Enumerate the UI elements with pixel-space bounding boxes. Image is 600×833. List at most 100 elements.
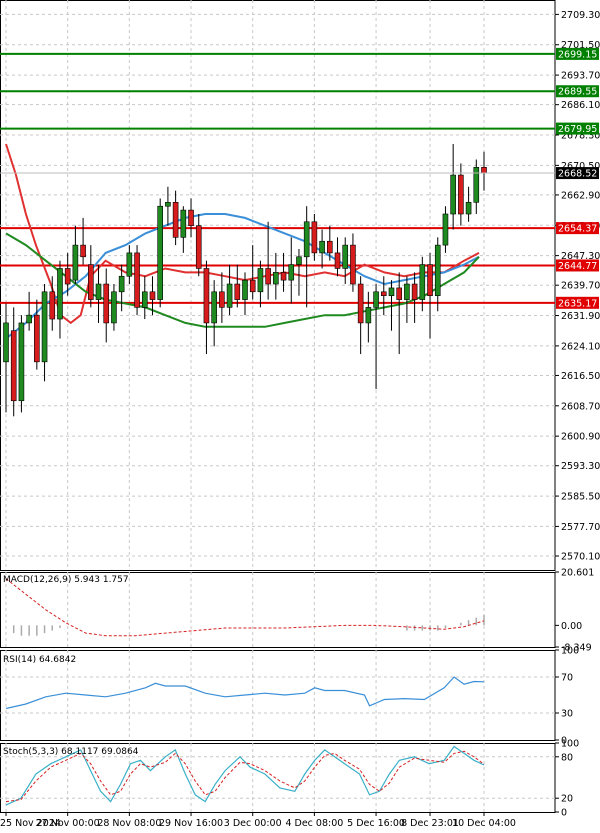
candle-body [134, 252, 140, 308]
x-tick-label: 8 Dec 23:01 [401, 818, 459, 829]
stoch-tick-label: 20 [561, 794, 573, 805]
price-panel [0, 52, 555, 417]
candle-body [465, 202, 472, 215]
stoch-tick-label: 80 [561, 752, 573, 763]
level-tag [556, 122, 599, 135]
candle-body [288, 264, 295, 281]
candle-body [103, 283, 110, 324]
candle-body [458, 174, 464, 215]
y-tick-label: 2585.50 [561, 492, 600, 503]
rsi-line [5, 676, 485, 710]
level-label: 2689.55 [558, 87, 597, 98]
candle-body [273, 272, 279, 285]
candle-body [342, 244, 349, 269]
y-tick-label: 2693.70 [561, 71, 600, 82]
rsi-tick-label: 30 [561, 709, 573, 720]
candle-body [265, 268, 271, 285]
candle-body [334, 252, 341, 269]
candle-body [388, 287, 395, 296]
candle-body [41, 291, 48, 363]
candle-body [427, 264, 433, 296]
rsi-label: RSI(14) 64.6842 [3, 655, 76, 665]
x-tick-label: 25 Nov 2024 [0, 818, 61, 829]
candle-body [18, 322, 25, 402]
y-tick-label: 2577.70 [561, 522, 600, 533]
rsi-tick-label: 0 [561, 736, 567, 747]
candle-body [442, 213, 449, 246]
candle-body [419, 264, 426, 300]
candle-body [396, 287, 402, 300]
level-tag [556, 85, 599, 98]
y-tick-label: 2709.30 [561, 10, 600, 21]
candle-body [434, 244, 441, 296]
candle-body [373, 291, 379, 308]
candle-body [481, 167, 487, 174]
y-tick-label: 2608.70 [561, 401, 600, 412]
macd-tick-label: -8.349 [561, 643, 592, 654]
current-price-label: 2668.52 [558, 169, 597, 180]
candle-body [141, 291, 148, 308]
candle-body [249, 279, 256, 293]
rsi-tick-label: 70 [561, 673, 573, 684]
x-tick-label: 3 Dec 00:00 [224, 818, 282, 829]
x-tick-label: 27 Nov 00:00 [36, 818, 100, 829]
candle-body [10, 330, 17, 402]
candle-body [327, 240, 333, 254]
y-tick-label: 2624.10 [561, 341, 600, 352]
x-tick-label: 28 Nov 08:00 [97, 818, 161, 829]
moving-average-line [5, 213, 480, 340]
panel-border-macd [0, 572, 556, 648]
candle-body [303, 221, 310, 258]
level-label: 2644.77 [558, 261, 597, 272]
level-tag [556, 259, 599, 272]
candle-body [34, 314, 40, 363]
y-tick-label: 2670.50 [561, 161, 600, 172]
candle-body [404, 283, 410, 300]
candle-body [57, 268, 63, 320]
candle-body [234, 283, 241, 300]
candle-body [126, 252, 133, 277]
candle-body [203, 268, 210, 324]
candle-body [296, 256, 302, 265]
candle-body [411, 283, 418, 300]
stoch-main-line [5, 745, 485, 806]
candle-body [211, 291, 217, 324]
level-tag [556, 47, 599, 60]
candle-body [111, 291, 117, 324]
price-axis: 2709.30 2701.50 2693.70 2686.10 2678.30 2670.… [555, 10, 600, 819]
candle-body [365, 307, 372, 324]
candle-body [3, 322, 9, 363]
panel-border-rsi [0, 650, 556, 741]
level-tag [556, 222, 599, 235]
stoch-label: Stoch(5,3,3) 68.1117 69.0864 [3, 747, 139, 757]
grid [0, 0, 556, 813]
y-tick-label: 2616.50 [561, 371, 600, 382]
macd-tick-label: 20.601 [561, 568, 594, 579]
candle-body [157, 205, 163, 300]
y-tick-label: 2570.10 [561, 551, 600, 562]
y-tick-label: 2639.70 [561, 281, 600, 292]
candle-body [242, 279, 248, 300]
candle-body [226, 283, 233, 308]
candle-body [165, 202, 171, 207]
candle-body [88, 264, 94, 300]
y-tick-label: 2686.10 [561, 100, 600, 111]
candle-body [380, 291, 387, 296]
candle-body [350, 244, 356, 285]
level-label: 2699.15 [558, 49, 597, 60]
rsi-panel: RSI(14) 64.6842 [0, 655, 555, 714]
candle-body [95, 283, 102, 300]
stoch-signal-line [5, 750, 485, 803]
candle-body [280, 272, 287, 281]
y-tick-label: 2701.50 [561, 40, 600, 51]
candle-body [473, 167, 480, 203]
candle-body [26, 314, 32, 324]
candle-body [195, 225, 202, 269]
moving-average-line [5, 232, 480, 328]
level-label: 2654.37 [558, 224, 597, 235]
macd-label: MACD(12,26,9) 5.943 1.757 [3, 575, 129, 585]
stoch-tick-label: 100 [561, 739, 579, 750]
candle-body [357, 283, 364, 324]
y-tick-label: 2593.30 [561, 461, 600, 472]
